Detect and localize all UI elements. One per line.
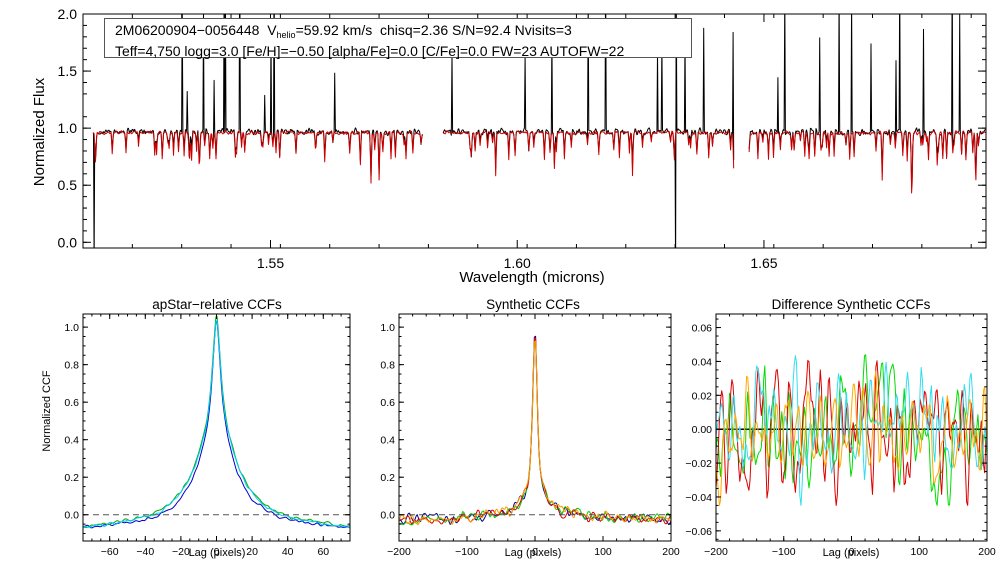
ccf-difference-xtick-label: −100 — [772, 546, 796, 558]
ccf-apstar-panel: apStar−relative CCFs −60 −40 −20 0 20 40 60 0.0… — [41, 297, 351, 559]
ccf-apstar-title: apStar−relative CCFs — [152, 297, 282, 312]
ccf-apstar-series-1 — [83, 321, 350, 529]
ccf-apstar-xtick-label: 0 — [214, 546, 220, 558]
vhelio-label: V — [267, 22, 277, 38]
spectrum-ytick-label: 1.5 — [58, 63, 78, 79]
spectrum-ytick-label: 0.0 — [58, 234, 78, 250]
ccf-difference-ytick-label: −0.04 — [685, 492, 712, 504]
annotation-line-2: Teff=4,750 logg=3.0 [Fe/H]=−0.50 [alpha/… — [115, 43, 625, 59]
ccf-synthetic-ytick-label: 1.0 — [380, 322, 395, 334]
ccf-difference-axes: −200 −100 0 100 200 −0.06 −0.04 −0.02 0.00 0.02 0.… — [685, 313, 996, 558]
ccf-apstar-frame — [82, 313, 351, 542]
ccf-apstar-ylabel: Normalized CCF — [41, 370, 53, 452]
spectrum-xtick-label: 1.65 — [750, 255, 777, 271]
ccf-difference-ytick-label: 0.04 — [692, 356, 713, 368]
ccf-synthetic-panel: Synthetic CCFs −200 −100 0 100 200 0.0 0.2 0.4 0… — [380, 297, 680, 559]
ccf-difference-traces — [716, 354, 987, 506]
ccf-apstar-series-3 — [83, 320, 350, 529]
ccf-apstar-xtick-label: 60 — [317, 546, 329, 558]
spectrum-xlabel: Wavelength (microns) — [459, 269, 604, 286]
ccf-difference-ytick-label: 0.02 — [692, 390, 713, 402]
ccf-difference-xtick-label: 0 — [849, 546, 855, 558]
ccf-synthetic-xtick-label: 100 — [594, 546, 612, 558]
spectrum-ylabel: Normalized Flux — [31, 77, 48, 186]
spectrum-ytick-label: 2.0 — [58, 6, 78, 22]
vhelio-sub: helio — [276, 30, 296, 40]
ccf-difference-xlabel: Lag (pixels) — [823, 547, 880, 559]
spectrum-ytick-label: 0.5 — [58, 177, 78, 193]
ccf-difference-series-3 — [716, 355, 987, 506]
ccf-difference-ytick-label: −0.06 — [685, 526, 712, 538]
spectrum-ytick-label: 1.0 — [58, 120, 78, 136]
ccf-difference-series-4 — [716, 370, 987, 506]
ccf-difference-xtick-label: −200 — [704, 546, 728, 558]
ccf-apstar-traces — [83, 316, 350, 529]
ccf-apstar-xtick-label: −60 — [101, 546, 119, 558]
ccf-difference-ytick-label: −0.02 — [685, 458, 712, 470]
ccf-synthetic-title: Synthetic CCFs — [486, 297, 580, 312]
ccf-synthetic-series-2 — [399, 340, 671, 526]
ccf-difference-frame — [715, 313, 988, 542]
spectrum-xtick-label: 1.55 — [257, 255, 284, 271]
ccf-synthetic-xtick-label: 0 — [532, 546, 538, 558]
spectrum-xtick-label: 1.60 — [504, 255, 531, 271]
ccf-synthetic-series-3 — [399, 337, 671, 525]
ccf-difference-panel: Difference Synthetic CCFs −200 −100 0 100 20… — [685, 297, 995, 559]
spectrum-frame — [82, 13, 987, 249]
ccf-difference-ytick-label: 0.06 — [692, 323, 713, 335]
ccf-apstar-ytick-label: 0.2 — [64, 472, 79, 484]
spectrum-synthetic-chip-1 — [92, 130, 424, 184]
ccf-synthetic-ytick-label: 0.2 — [380, 472, 395, 484]
ccf-apstar-axes: −60 −40 −20 0 20 40 60 0.0 0.2 0.4 0.6 0.8 1.0 — [64, 313, 351, 558]
ccf-synthetic-xtick-label: −200 — [387, 546, 411, 558]
ccf-synthetic-frame — [398, 313, 672, 542]
spectrum-panel: 1.55 1.60 1.65 0.0 0.5 1.0 1.5 2.0 Wavelength (… — [31, 6, 987, 286]
ccf-apstar-ytick-label: 0.0 — [64, 510, 79, 522]
ccf-apstar-series-2 — [83, 316, 350, 528]
spectrum-observed-chip-1 — [92, 14, 423, 248]
spectrum-observed-chip-3 — [748, 14, 986, 188]
ccf-synthetic-series-1 — [399, 335, 671, 526]
ccf-synthetic-ytick-label: 0.6 — [380, 397, 395, 409]
ccf-apstar-xtick-label: 40 — [282, 546, 294, 558]
spectrum-synthetic-chip-2 — [442, 130, 735, 177]
ccf-difference-title: Difference Synthetic CCFs — [772, 297, 931, 312]
ccf-difference-series-2 — [716, 360, 987, 506]
ccf-apstar-ytick-label: 0.4 — [64, 435, 79, 447]
vhelio-value: =59.92 km/s — [295, 22, 373, 38]
ccf-difference-ytick-label: 0.00 — [692, 424, 713, 436]
ccf-apstar-ytick-label: 0.6 — [64, 397, 79, 409]
ccf-apstar-xtick-label: −20 — [172, 546, 190, 558]
ccf-synthetic-xtick-label: 200 — [662, 546, 680, 558]
ccf-apstar-ytick-label: 1.0 — [64, 322, 79, 334]
ccf-apstar-xtick-label: −40 — [136, 546, 154, 558]
ccf-apstar-xlabel: Lag (pixels) — [189, 547, 246, 559]
ccf-synthetic-xlabel: Lag (pixels) — [505, 547, 562, 559]
ccf-synthetic-ytick-label: 0.8 — [380, 360, 395, 372]
object-id: 2M06200904−0056448 — [115, 22, 260, 38]
ccf-difference-series-1 — [716, 354, 987, 506]
ccf-synthetic-ytick-label: 0.0 — [380, 510, 395, 522]
ccf-synthetic-ytick-label: 0.4 — [380, 435, 395, 447]
spectrum-synthetic-chip-3 — [748, 130, 986, 194]
ccf-difference-xtick-label: 200 — [978, 546, 996, 558]
ccf-synthetic-traces — [399, 335, 671, 526]
ccf-apstar-xtick-label: 20 — [246, 546, 258, 558]
spectrum-traces — [92, 14, 986, 248]
annotation-line-1: 2M06200904−0056448 Vhelio=59.92 km/s chi… — [115, 22, 691, 43]
fit-stats: chisq=2.36 S/N=92.4 Nvisits=3 — [380, 22, 572, 38]
spectrum-observed-chip-2 — [442, 14, 735, 248]
ccf-difference-xtick-label: 100 — [910, 546, 928, 558]
ccf-synthetic-series-4 — [399, 340, 671, 525]
ccf-synthetic-xtick-label: −100 — [455, 546, 479, 558]
spectrum-annotation-box: 2M06200904−0056448 Vhelio=59.92 km/s chi… — [104, 18, 692, 59]
ccf-apstar-ytick-label: 0.8 — [64, 360, 79, 372]
ccf-synthetic-axes: −200 −100 0 100 200 0.0 0.2 0.4 0.6 0.8 1.0 — [380, 313, 680, 558]
